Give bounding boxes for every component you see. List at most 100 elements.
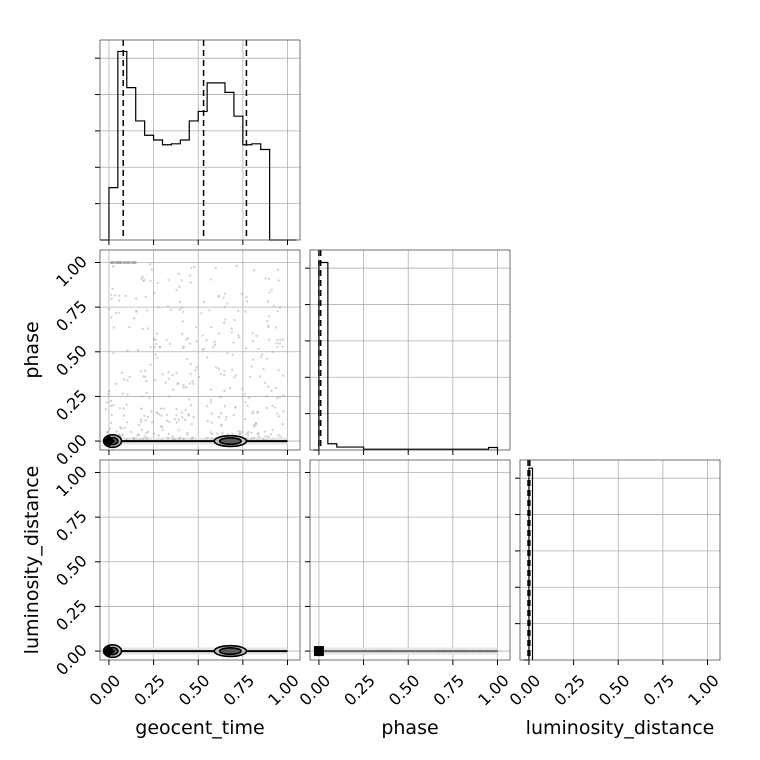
scatter-point	[115, 430, 118, 433]
scatter-point	[281, 423, 284, 426]
scatter-point	[140, 277, 143, 281]
scatter-point	[168, 420, 171, 424]
scatter-point	[140, 407, 143, 410]
scatter-point	[171, 438, 175, 441]
scatter-point	[209, 388, 212, 391]
scatter-point	[184, 408, 187, 412]
scatter-point	[189, 362, 193, 366]
scatter-point	[144, 419, 147, 422]
scatter-point	[282, 410, 285, 413]
scatter-point	[162, 407, 166, 410]
scatter-point	[209, 401, 213, 404]
scatter-point	[232, 341, 235, 344]
scatter-point	[161, 428, 164, 432]
scatter-point	[118, 433, 121, 436]
scatter-point	[281, 345, 284, 348]
y-tick-label: 0.25	[52, 386, 91, 425]
scatter-point	[253, 425, 256, 428]
scatter-point	[150, 268, 153, 271]
scatter-point	[228, 386, 232, 390]
scatter-point	[109, 421, 113, 425]
scatter-point	[105, 431, 109, 434]
scatter-point	[143, 435, 146, 438]
scatter-point	[175, 413, 178, 417]
scatter-point	[110, 293, 113, 297]
scatter-point	[128, 375, 131, 379]
axes-frame	[99, 459, 301, 661]
histogram-phase	[313, 261, 499, 451]
scatter-point	[267, 324, 270, 327]
scatter-point	[267, 338, 271, 341]
scatter-point	[121, 392, 125, 396]
scatter-points	[102, 644, 288, 659]
scatter-point	[126, 393, 129, 396]
scatter-point	[175, 288, 178, 292]
scatter-point	[120, 427, 123, 430]
scatter-point	[154, 353, 158, 356]
scatter-point	[121, 433, 125, 436]
scatter-point	[123, 426, 127, 430]
scatter-point	[148, 263, 152, 266]
x-tick-label: 1.00	[474, 671, 513, 710]
scatter-point	[211, 432, 214, 436]
scatter-point	[257, 347, 260, 351]
scatter-point	[265, 395, 268, 398]
scatter-point	[250, 438, 253, 441]
scatter-point	[182, 437, 185, 441]
scatter-point	[182, 386, 185, 389]
scatter-point	[132, 437, 135, 440]
y-tick-label: 0.50	[52, 551, 91, 590]
scatter-point	[159, 425, 163, 428]
scatter-point	[146, 415, 150, 419]
scatter-point	[158, 413, 161, 416]
scatter-point	[136, 348, 140, 352]
scatter-point	[214, 266, 217, 270]
scatter-point	[109, 404, 113, 408]
scatter-point	[166, 436, 170, 440]
scatter-point	[129, 430, 133, 434]
scatter-point	[261, 353, 264, 356]
scatter-point	[157, 306, 160, 309]
scatter-point	[189, 281, 192, 284]
scatter-point	[125, 421, 129, 424]
scatter-point	[189, 372, 192, 376]
scatter-point	[210, 421, 213, 424]
scatter-point	[214, 366, 218, 369]
scatter-point	[111, 287, 114, 290]
scatter-point	[251, 339, 255, 343]
scatter-point	[195, 340, 198, 343]
axes-frame	[309, 249, 511, 451]
scatter-point	[244, 310, 247, 313]
scatter-point	[184, 418, 187, 422]
scatter-point	[270, 389, 273, 392]
scatter-point	[267, 325, 270, 329]
x-tick-label: 0.00	[86, 671, 125, 710]
scatter-point	[209, 398, 213, 402]
scatter-point	[106, 430, 109, 433]
scatter-point	[215, 432, 219, 435]
scatter-point	[152, 337, 156, 341]
scatter-point	[274, 386, 278, 390]
scatter-point	[240, 430, 243, 434]
scatter-point	[185, 338, 188, 341]
scatter-point	[267, 277, 271, 281]
x-tick-label: 1.00	[684, 671, 723, 710]
scatter-point	[245, 295, 248, 299]
scatter-point	[277, 415, 281, 418]
scatter-point	[144, 375, 147, 379]
scatter-point	[133, 437, 136, 440]
scatter-panel-geocent_time-luminosity_distance: 0.00 0.25 0.50 0.75 1.000.000.250.500.751.00	[52, 459, 303, 710]
contour-peak	[102, 435, 115, 448]
scatter-point	[190, 422, 194, 426]
scatter-point	[217, 367, 220, 370]
scatter-point	[117, 299, 121, 302]
scatter-point	[234, 406, 237, 409]
scatter-point	[167, 432, 170, 436]
scatter-point	[191, 380, 194, 383]
scatter-point	[277, 434, 280, 437]
scatter-point	[122, 378, 126, 381]
scatter-point	[171, 388, 175, 391]
scatter-point	[222, 321, 226, 324]
scatter-point	[244, 401, 247, 404]
scatter-point	[113, 294, 117, 297]
